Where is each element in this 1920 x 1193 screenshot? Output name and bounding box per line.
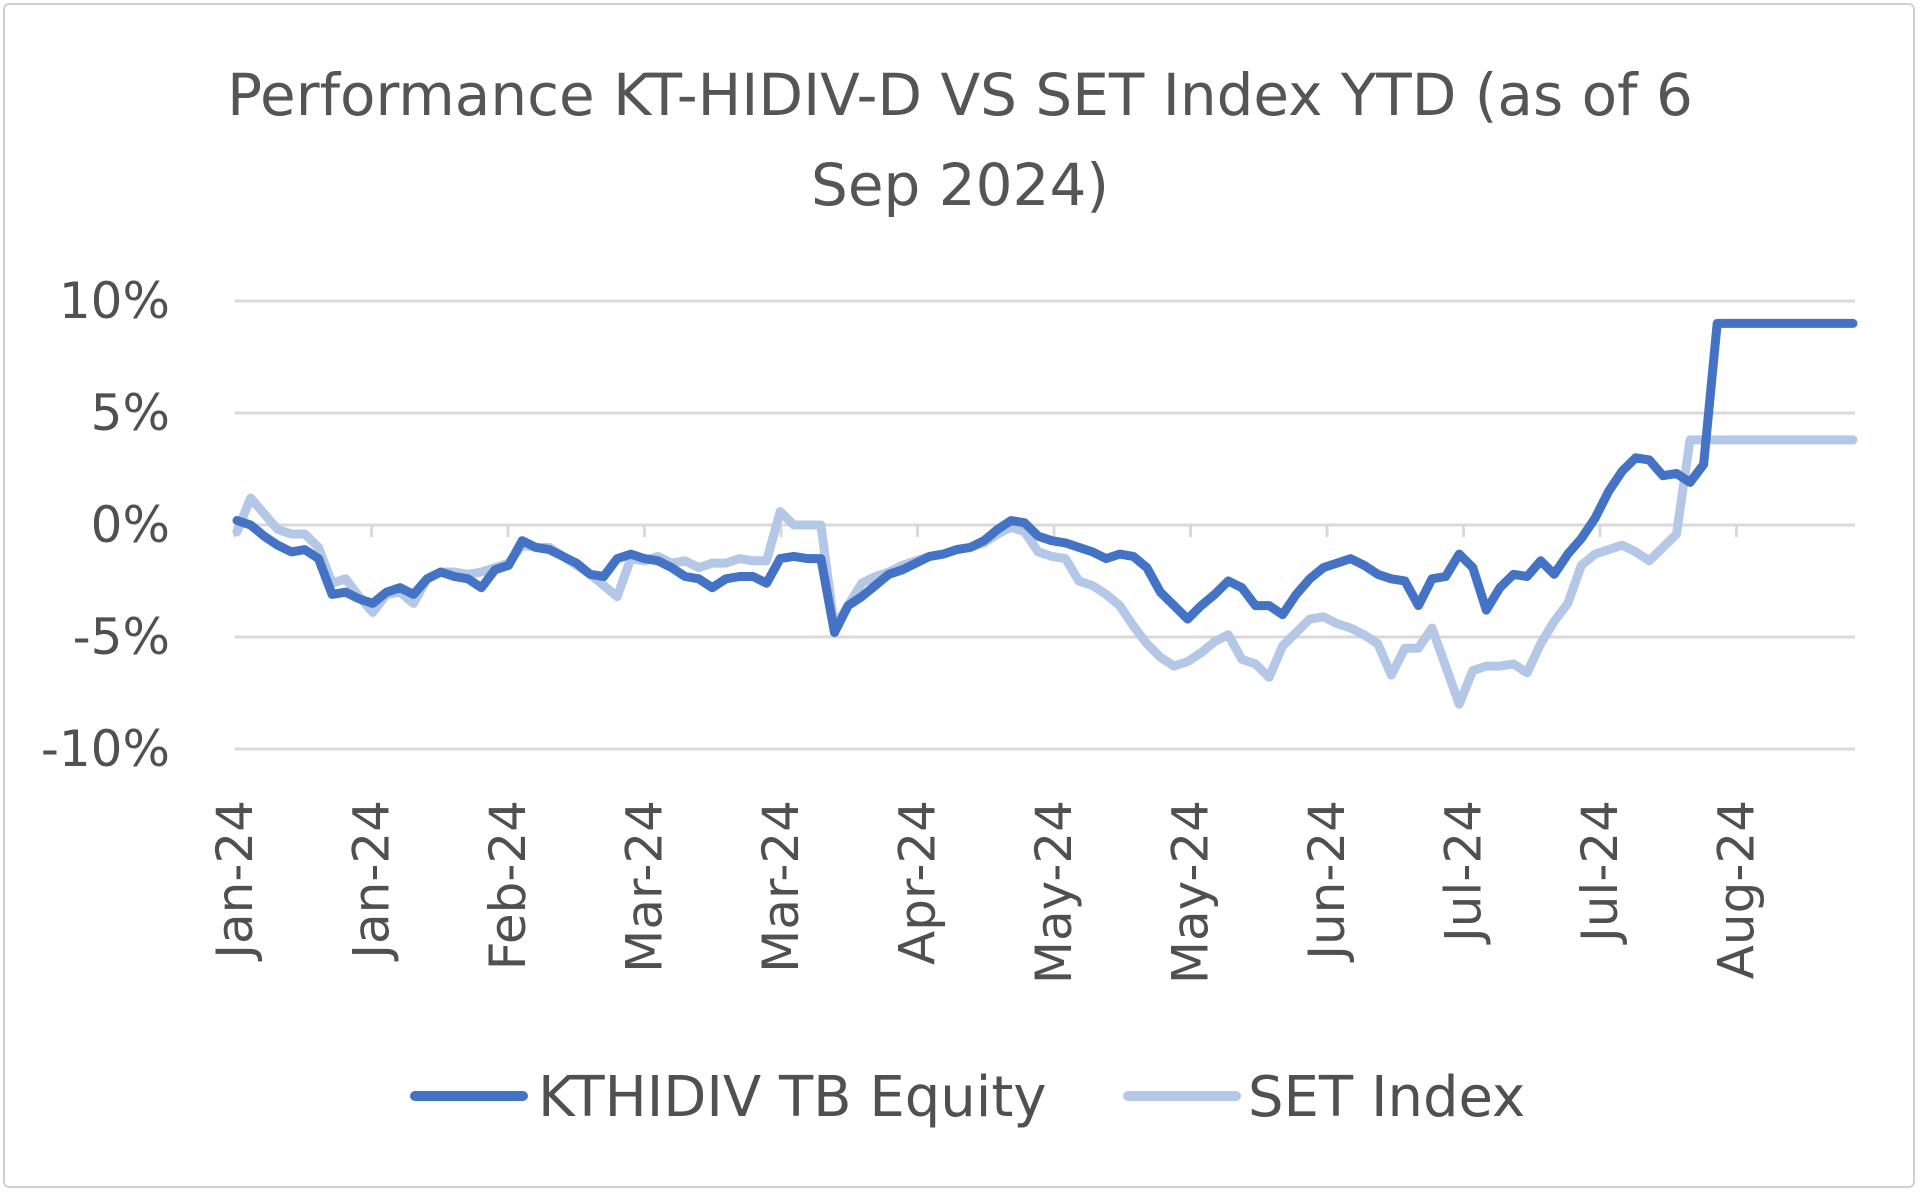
y-tick-label: -5% (73, 608, 170, 666)
x-tick-label: Jun-24 (1298, 800, 1356, 963)
x-tick-label: Aug-24 (1708, 800, 1766, 979)
x-tick-label: Jan-24 (343, 800, 401, 962)
y-tick-label: 0% (91, 496, 170, 554)
x-tick-label: Feb-24 (479, 800, 537, 970)
legend-label: KTHIDIV TB Equity (538, 1065, 1046, 1130)
y-tick-label: 5% (91, 384, 170, 442)
x-tick-label: May-24 (1162, 800, 1220, 984)
y-axis-ticks: 10% 5% 0% -5% -10% (41, 272, 170, 778)
series-lines (232, 318, 1858, 709)
x-tick-label: Mar-24 (616, 800, 674, 973)
chart-title-line-1: Performance KT-HIDIV-D VS SET Index YTD … (227, 61, 1693, 129)
chart-frame (3, 3, 1915, 1188)
series-line-set-index (232, 435, 1858, 709)
x-tick-label: May-24 (1025, 800, 1083, 984)
x-axis-ticks: Jan-24 Jan-24 Feb-24 Mar-24 Mar-24 Apr-24 May-… (206, 525, 1766, 984)
x-tick-label: Jan-24 (206, 800, 264, 962)
x-tick-label: Apr-24 (889, 800, 947, 965)
gridlines (235, 299, 1855, 751)
y-tick-label: -10% (41, 720, 170, 778)
chart-title-line-2: Sep 2024) (811, 151, 1109, 219)
x-tick-label: Mar-24 (752, 800, 810, 973)
series-line-kthidiv (232, 318, 1858, 637)
x-tick-label: Jul-24 (1571, 800, 1629, 945)
legend: KTHIDIV TB Equity SET Index (410, 1065, 1525, 1130)
x-tick-label: Jul-24 (1435, 800, 1493, 945)
y-tick-label: 10% (59, 272, 170, 330)
legend-label: SET Index (1248, 1065, 1525, 1130)
